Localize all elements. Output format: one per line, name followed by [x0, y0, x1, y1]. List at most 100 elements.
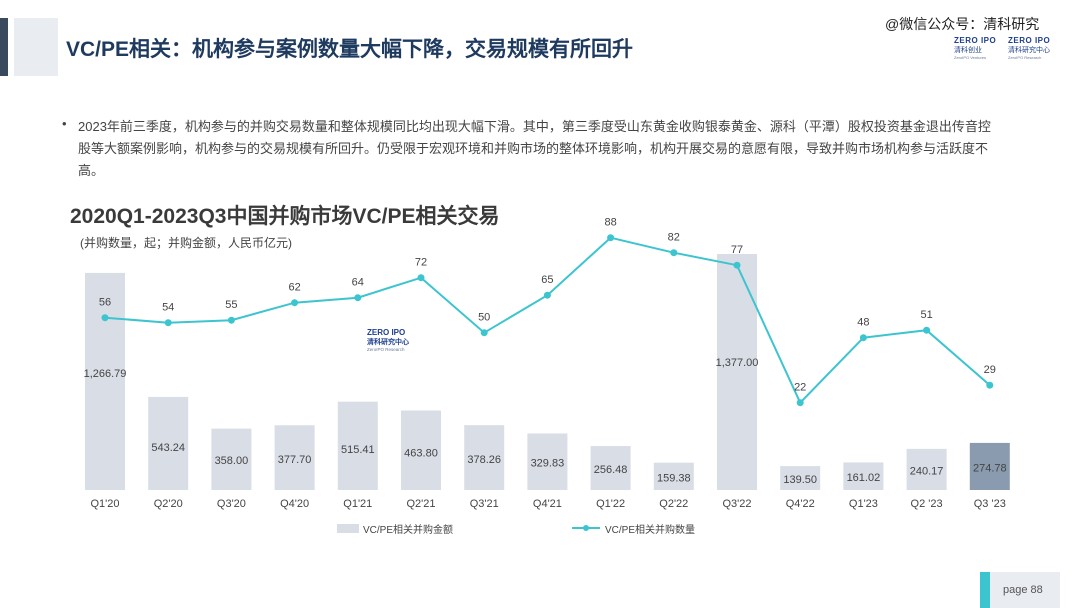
bar-amount-2 [211, 428, 252, 490]
bar-amount-14 [969, 442, 1010, 490]
bar-amount-1 [148, 396, 189, 490]
count-label-7: 65 [541, 274, 553, 286]
x-tick-label-14: Q3 '23 [974, 498, 1006, 510]
count-label-3: 62 [288, 282, 300, 294]
bar-value-label-3: 377.70 [278, 454, 312, 466]
zeroipo-ventures-logo: ZERO IPO 清科创业 ZeroIPO Ventures [954, 36, 1002, 62]
count-label-10: 77 [731, 244, 743, 256]
bar-value-label-1: 543.24 [151, 442, 185, 454]
bar-amount-4 [337, 401, 378, 490]
bar-value-label-9: 159.38 [657, 472, 691, 484]
count-point-9 [670, 249, 678, 257]
bar-value-label-6: 378.26 [467, 454, 501, 466]
count-label-11: 22 [794, 382, 806, 394]
bar-amount-8 [590, 446, 631, 490]
count-point-3 [291, 299, 299, 307]
legend-bar-swatch [337, 524, 359, 533]
bar-value-label-11: 139.50 [783, 474, 817, 486]
bar-value-label-13: 240.17 [910, 465, 944, 477]
bar-value-label-14: 274.78 [973, 462, 1007, 474]
title-accent-bar [0, 18, 8, 76]
legend-bar-label: VC/PE相关并购金额 [363, 523, 453, 536]
page-number: page 88 [1003, 584, 1043, 596]
logo-left-mid: 清科创业 [954, 47, 982, 54]
count-point-14 [986, 381, 994, 389]
bar-amount-7 [527, 433, 568, 490]
count-point-7 [543, 291, 551, 299]
watermark-text: @微信公众号：清科研究 [885, 16, 1040, 32]
legend-line-marker [583, 525, 589, 531]
bar-value-label-5: 463.80 [404, 448, 438, 460]
x-tick-label-12: Q1'23 [849, 498, 878, 510]
legend-line-label: VC/PE相关并购数量 [605, 523, 695, 536]
x-tick-label-2: Q3'20 [217, 498, 246, 510]
count-label-4: 64 [352, 277, 364, 289]
count-point-2 [227, 316, 235, 324]
bar-amount-5 [401, 410, 441, 490]
logo-left-top: ZERO IPO [954, 36, 997, 45]
bar-amount-11 [780, 466, 821, 490]
logo-right-mid: 清科研究中心 [1008, 47, 1050, 54]
page-number-box [980, 572, 1060, 608]
bar-amount-6 [464, 425, 505, 490]
count-label-9: 82 [668, 232, 680, 244]
count-point-11 [796, 399, 804, 407]
bar-value-label-8: 256.48 [594, 464, 628, 476]
logo-right-bot: ZeroIPO Research [1008, 55, 1042, 60]
count-point-8 [607, 234, 615, 242]
page-title: VC/PE相关：机构参与案例数量大幅下降，交易规模有所回升 [66, 38, 634, 61]
bar-value-label-12: 161.02 [847, 472, 881, 484]
count-point-12 [859, 334, 867, 342]
x-tick-label-4: Q1'21 [343, 498, 372, 510]
x-tick-label-11: Q4'22 [786, 498, 815, 510]
count-point-6 [480, 329, 488, 337]
chart-logo-bot: ZeroIPO Research [367, 347, 405, 352]
count-point-10 [733, 261, 741, 269]
x-tick-label-3: Q4'20 [280, 498, 309, 510]
page-number-accent [980, 572, 990, 608]
bar-amount-9 [653, 462, 694, 490]
bar-value-label-7: 329.83 [531, 458, 565, 470]
x-tick-label-8: Q1'22 [596, 498, 625, 510]
count-label-13: 51 [920, 309, 932, 321]
bar-amount-3 [274, 425, 315, 490]
count-label-12: 48 [857, 317, 869, 329]
count-label-8: 88 [604, 217, 616, 229]
title-side-panel [14, 18, 58, 76]
chart-logo-mid: 清科研究中心 [367, 339, 409, 346]
bar-value-label-0: 1,266.79 [84, 368, 127, 380]
count-label-0: 56 [99, 297, 111, 309]
chart-title: 2020Q1-2023Q3中国并购市场VC/PE相关交易 [70, 205, 500, 228]
x-tick-label-13: Q2 '23 [911, 498, 943, 510]
bullet-marker: • [62, 116, 67, 131]
bar-value-label-10: 1,377.00 [716, 357, 759, 369]
count-point-1 [164, 319, 172, 327]
count-point-0 [101, 314, 109, 322]
count-point-5 [417, 274, 425, 282]
count-label-6: 50 [478, 312, 490, 324]
x-tick-label-0: Q1'20 [90, 498, 119, 510]
count-point-13 [923, 326, 931, 334]
bar-amount-0 [85, 272, 125, 490]
chart-subtitle: (并购数量，起；并购金额，人民币亿元) [80, 236, 292, 250]
bar-amount-13 [906, 448, 947, 490]
zeroipo-research-logo: ZERO IPO 清科研究中心 ZeroIPO Research [1008, 36, 1056, 62]
count-label-14: 29 [984, 364, 996, 376]
count-point-4 [354, 294, 362, 302]
bar-amount-12 [843, 462, 884, 490]
logo-left-bot: ZeroIPO Ventures [954, 55, 987, 60]
chart-logo-top: ZERO IPO [367, 328, 406, 337]
logo-right-top: ZERO IPO [1008, 36, 1051, 45]
bar-amount-10 [717, 254, 757, 490]
summary-paragraph: 2023年前三季度，机构参与的并购交易数量和整体规模同比均出现大幅下滑。其中，第… [78, 119, 991, 178]
bar-value-label-2: 358.00 [215, 455, 249, 467]
x-tick-label-1: Q2'20 [154, 498, 183, 510]
x-tick-label-7: Q4'21 [533, 498, 562, 510]
chart-watermark-logo: ZERO IPO 清科研究中心 ZeroIPO Research [367, 328, 427, 360]
count-label-5: 72 [415, 257, 427, 269]
count-label-1: 54 [162, 302, 174, 314]
x-tick-label-9: Q2'22 [659, 498, 688, 510]
x-tick-label-5: Q2'21 [406, 498, 435, 510]
x-tick-label-6: Q3'21 [470, 498, 499, 510]
